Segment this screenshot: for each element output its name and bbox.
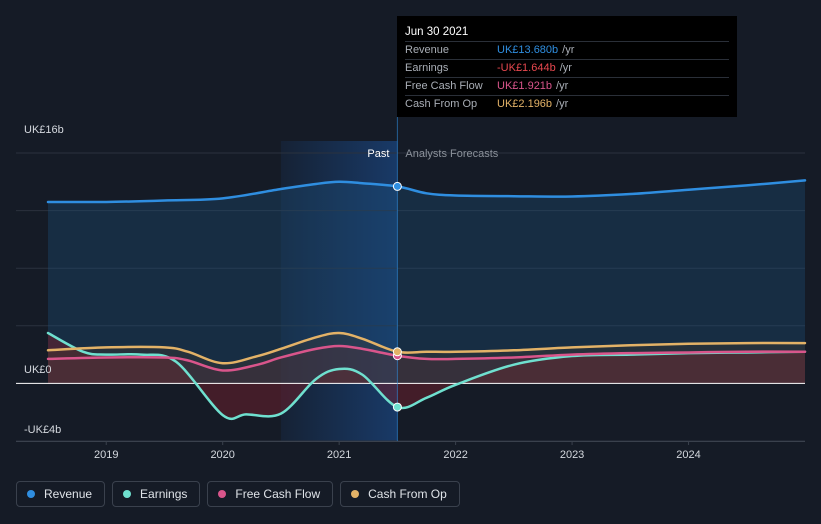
tooltip-value: UK£1.921b [497,80,553,92]
revenue-dot-icon [27,490,35,498]
tooltip-unit: /yr [562,44,575,56]
data-tooltip: Jun 30 2021 Revenue UK£13.680b /yr Earni… [397,16,737,117]
past-label: Past [367,148,389,160]
y-tick-label-top: UK£16b [24,124,64,136]
tooltip-row-earnings: Earnings -UK£1.644b /yr [405,59,729,77]
legend-label: Cash From Op [368,487,447,501]
x-tick-label: 2021 [327,449,351,461]
free-cash-flow-dot-icon [218,490,227,498]
legend-item-free-cash-flow[interactable]: Free Cash Flow [207,481,334,507]
earnings-marker [392,402,402,412]
tooltip-row-cash-from-op: Cash From Op UK£2.196b /yr [405,95,729,113]
tooltip-value: UK£13.680b [497,44,559,56]
x-tick-label: 2024 [676,449,700,461]
free-cash-flow-line [46,344,807,372]
legend-item-cash-from-op[interactable]: Cash From Op [340,481,460,507]
tooltip-date: Jun 30 2021 [405,26,469,38]
earnings-line [46,331,807,421]
tooltip-label: Free Cash Flow [405,80,483,92]
tooltip-label: Cash From Op [405,98,478,110]
cash-from-op-line [46,331,807,365]
analysts-forecasts-label: Analysts Forecasts [405,148,498,160]
tooltip-value: UK£2.196b [497,98,553,110]
revenue-area [48,180,805,384]
tooltip-value: -UK£1.644b [497,62,556,74]
tooltip-row-revenue: Revenue UK£13.680b /yr [405,41,729,59]
tooltip-label: Revenue [405,44,450,56]
x-tick-label: 2022 [443,449,467,461]
cash-from-op-marker [392,347,402,357]
legend-item-earnings[interactable]: Earnings [112,481,201,507]
financial-chart: Past Analysts Forecasts UK£16b UK£0 -UK£… [16,117,807,461]
tooltip-row-free-cash-flow: Free Cash Flow UK£1.921b /yr [405,77,729,95]
earnings-area [48,333,805,419]
earnings-dot-icon [123,490,132,498]
revenue-marker [392,181,402,191]
y-tick-label-bottom: -UK£4b [24,424,61,436]
x-tick-label: 2019 [94,449,118,461]
tooltip-unit: /yr [556,98,569,110]
tooltip-unit: /yr [559,62,572,74]
tooltip-label: Earnings [405,62,449,74]
y-tick-label-zero: UK£0 [24,364,52,376]
chart-legend: Revenue Earnings Free Cash Flow Cash Fro… [16,481,460,507]
x-tick-label: 2020 [210,449,234,461]
cash-from-op-dot-icon [351,490,360,498]
legend-label: Revenue [44,487,93,501]
legend-item-revenue[interactable]: Revenue [16,481,106,507]
tooltip-unit: /yr [556,80,569,92]
x-tick-label: 2023 [560,449,584,461]
legend-label: Free Cash Flow [235,487,321,501]
legend-label: Earnings [140,487,188,501]
